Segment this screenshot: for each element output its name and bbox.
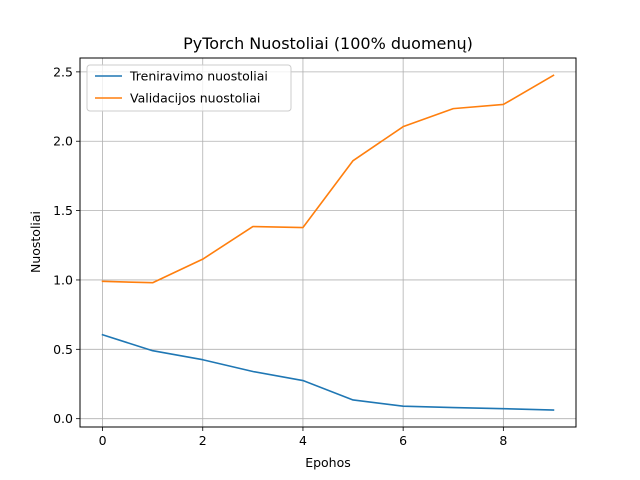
series-line-validation xyxy=(101,74,555,284)
x-tick-label: 2 xyxy=(199,433,207,448)
x-tick-label: 4 xyxy=(299,433,307,448)
legend-label-validation: Validacijos nuostoliai xyxy=(130,91,260,106)
y-axis-ticks: 0.0 0.5 1.0 1.5 2.0 2.5 xyxy=(53,64,80,426)
y-tick-label: 2.0 xyxy=(53,134,73,149)
legend: Treniravimo nuostoliai Validacijos nuost… xyxy=(86,64,292,112)
x-tick-label: 6 xyxy=(399,433,407,448)
x-tick-label: 8 xyxy=(499,433,507,448)
y-tick-label: 2.5 xyxy=(53,64,73,79)
plot-frame xyxy=(79,57,577,428)
y-tick-label: 0.5 xyxy=(53,342,73,357)
x-axis-ticks: 0 2 4 6 8 xyxy=(99,427,507,448)
x-tick-label: 0 xyxy=(99,433,107,448)
y-tick-label: 1.0 xyxy=(53,272,73,287)
x-axis-label: Epohos xyxy=(305,455,351,470)
legend-label-train: Treniravimo nuostoliai xyxy=(129,69,268,84)
chart-title: PyTorch Nuostoliai (100% duomenų) xyxy=(183,34,473,53)
y-tick-label: 1.5 xyxy=(53,203,73,218)
grid xyxy=(80,58,576,427)
y-axis-label: Nuostoliai xyxy=(28,211,43,273)
y-tick-label: 0.0 xyxy=(53,411,73,426)
legend-box xyxy=(86,64,292,112)
series-line-train xyxy=(101,333,555,411)
series-layer xyxy=(101,74,555,411)
